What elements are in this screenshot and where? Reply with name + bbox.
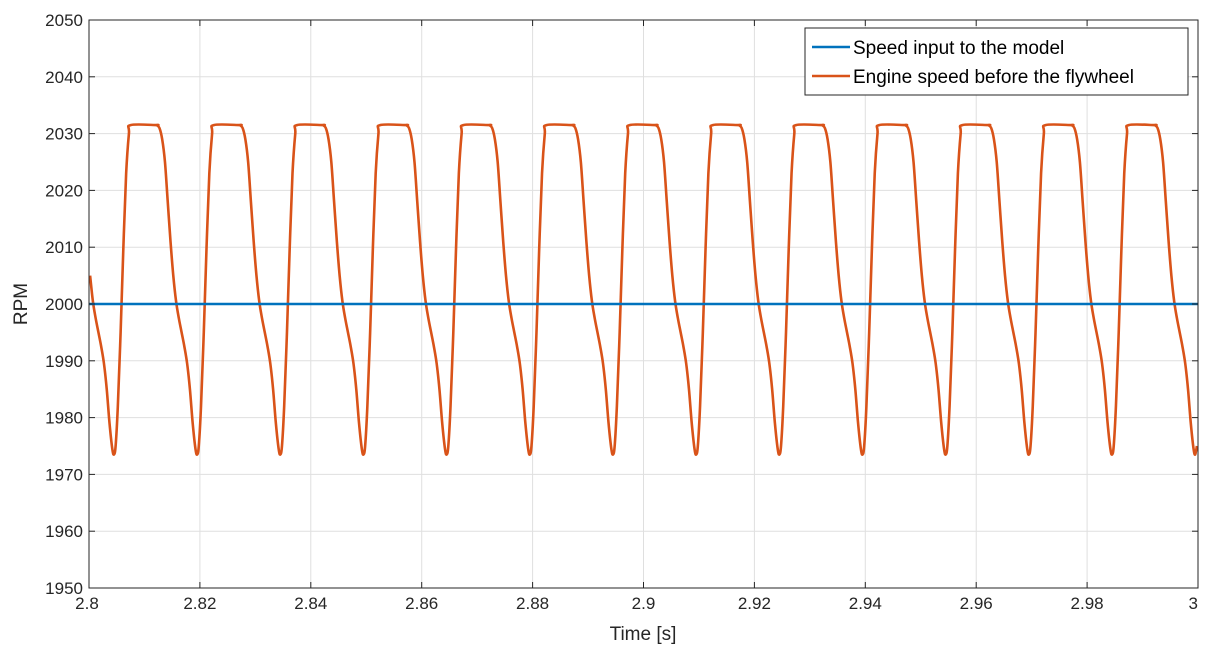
y-tick-label: 2030 — [45, 125, 83, 144]
x-tick-label: 2.96 — [960, 594, 993, 613]
legend-label-speed-input: Speed input to the model — [853, 38, 1064, 59]
series-layer — [88, 123, 1199, 456]
x-tick-label: 2.8 — [75, 594, 99, 613]
x-tick-label: 2.98 — [1071, 594, 1104, 613]
x-tick-label: 2.9 — [632, 594, 656, 613]
tick-marks — [88, 19, 1199, 589]
x-tick-labels: 2.8 2.82 2.84 2.86 2.88 2.9 2.92 2.94 2.96 2.98 3 — [75, 594, 1198, 613]
y-tick-label: 1970 — [45, 465, 83, 484]
x-tick-label: 2.92 — [738, 594, 771, 613]
y-tick-label: 1950 — [45, 579, 83, 598]
legend: Speed input to the model Engine speed be… — [804, 27, 1189, 96]
x-tick-label: 3 — [1189, 594, 1198, 613]
y-tick-label: 2040 — [45, 68, 83, 87]
y-tick-label: 2010 — [45, 238, 83, 257]
legend-box — [804, 27, 1189, 96]
y-tick-label: 1960 — [45, 522, 83, 541]
y-tick-label: 1990 — [45, 352, 83, 371]
y-tick-labels: 1950 1960 1970 1980 1990 2000 2010 2020 2030 2040… — [45, 11, 83, 598]
series-line-engine-speed — [88, 123, 1199, 456]
y-tick-label: 2000 — [45, 295, 83, 314]
y-tick-label: 2050 — [45, 11, 83, 30]
legend-label-engine-speed: Engine speed before the flywheel — [853, 67, 1134, 88]
x-tick-label: 2.82 — [183, 594, 216, 613]
x-tick-label: 2.88 — [516, 594, 549, 613]
y-tick-label: 1980 — [45, 409, 83, 428]
x-tick-label: 2.84 — [294, 594, 327, 613]
y-tick-label: 2020 — [45, 181, 83, 200]
y-axis-label: RPM — [11, 283, 32, 325]
x-tick-label: 2.94 — [849, 594, 882, 613]
x-axis-label: Time [s] — [610, 624, 677, 645]
x-tick-label: 2.86 — [405, 594, 438, 613]
